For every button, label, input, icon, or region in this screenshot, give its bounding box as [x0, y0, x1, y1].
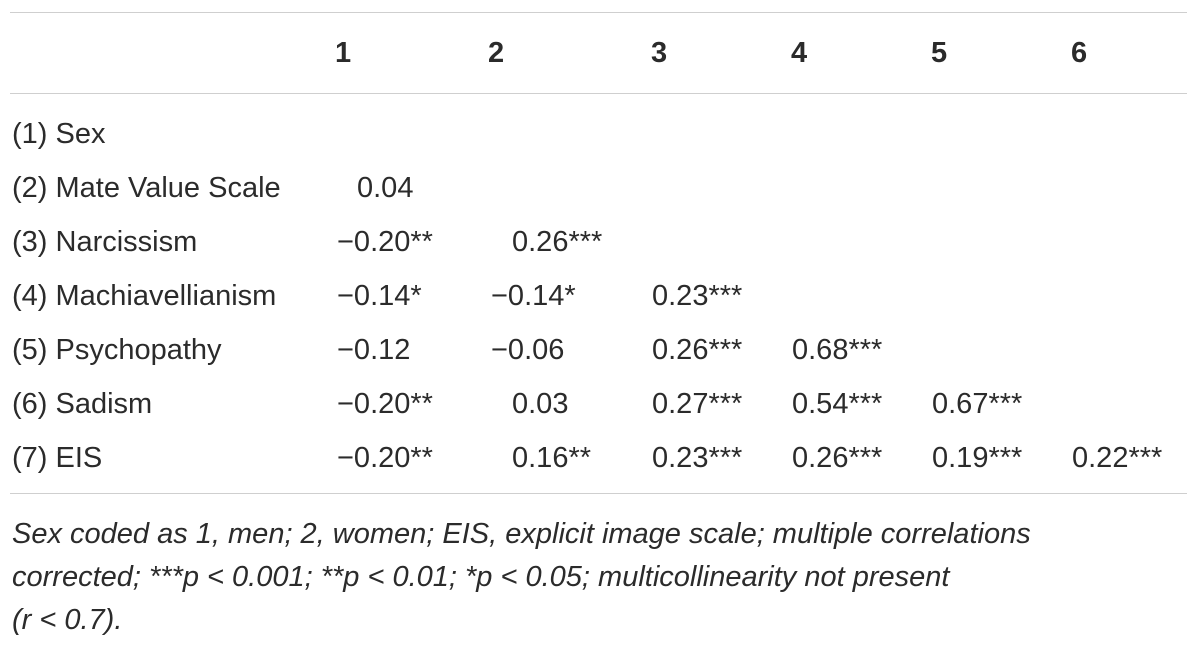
table-header-rule — [10, 93, 1187, 94]
table-cell: 0.23*** — [652, 442, 743, 474]
row-label-mate-value-scale: (2) Mate Value Scale — [12, 172, 281, 204]
row-label-machiavellianism: (4) Machiavellianism — [12, 280, 277, 312]
table-cell: 0.67*** — [932, 388, 1023, 420]
column-header-6: 6 — [1071, 37, 1088, 69]
row-label-psychopathy: (5) Psychopathy — [12, 334, 222, 366]
table-footnote: Sex coded as 1, men; 2, women; EIS, expl… — [12, 513, 1184, 642]
table-cell: 0.19*** — [932, 442, 1023, 474]
footnote-line: Sex coded as 1, men; 2, women; EIS, expl… — [12, 518, 1031, 550]
table-bottom-rule — [10, 493, 1187, 494]
table-cell: −0.14* — [337, 280, 422, 312]
table-cell: 0.26*** — [652, 334, 743, 366]
column-header-5: 5 — [931, 37, 948, 69]
table-cell: 0.22*** — [1072, 442, 1163, 474]
table-cell: −0.14* — [491, 280, 576, 312]
table-cell: 0.23*** — [652, 280, 743, 312]
table-cell: 0.54*** — [792, 388, 883, 420]
table-cell: −0.20** — [337, 226, 433, 258]
table-cell: −0.20** — [337, 388, 433, 420]
row-label-eis: (7) EIS — [12, 442, 103, 474]
table-cell: −0.06 — [491, 334, 565, 366]
table-cell: −0.20** — [337, 442, 433, 474]
table-cell: 0.04 — [357, 172, 414, 204]
column-header-3: 3 — [651, 37, 668, 69]
column-header-4: 4 — [791, 37, 808, 69]
table-cell: 0.16** — [512, 442, 592, 474]
column-header-1: 1 — [335, 37, 352, 69]
column-header-2: 2 — [488, 37, 505, 69]
table-cell: −0.12 — [337, 334, 411, 366]
table-top-rule — [10, 12, 1187, 13]
table-cell: 0.26*** — [512, 226, 603, 258]
table-cell: 0.03 — [512, 388, 569, 420]
footnote-line: corrected; ***p < 0.001; **p < 0.01; *p … — [12, 561, 950, 593]
row-label-sadism: (6) Sadism — [12, 388, 153, 420]
table-cell: 0.68*** — [792, 334, 883, 366]
footnote-line: (r < 0.7). — [12, 604, 123, 636]
table-cell: 0.27*** — [652, 388, 743, 420]
row-label-narcissism: (3) Narcissism — [12, 226, 198, 258]
table-cell: 0.26*** — [792, 442, 883, 474]
row-label-sex: (1) Sex — [12, 118, 106, 150]
